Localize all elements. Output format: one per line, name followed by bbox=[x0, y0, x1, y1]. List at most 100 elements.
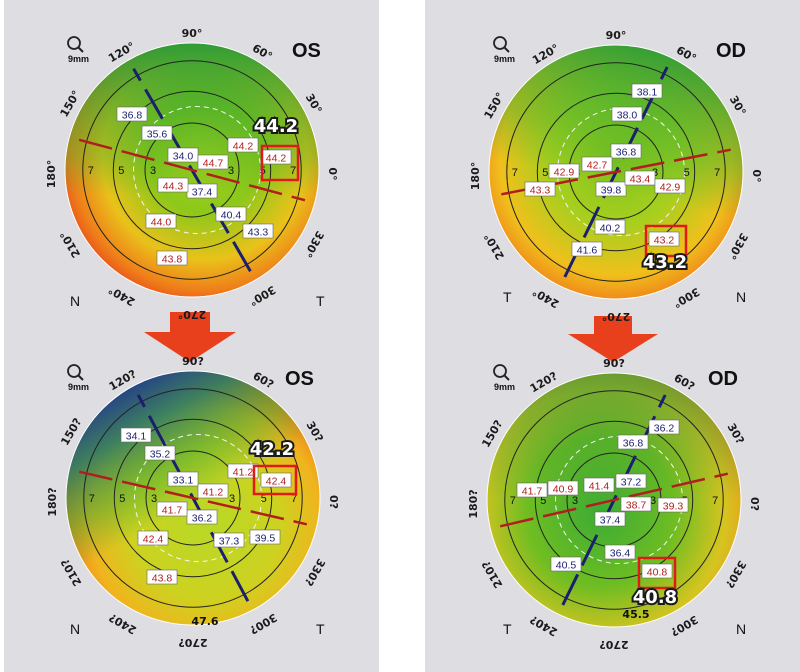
zone-ring-label: 3 bbox=[229, 493, 235, 505]
k-value-box bbox=[631, 83, 663, 99]
steep-k-value: 42.4 bbox=[266, 476, 287, 488]
flat-k-value: 40.4 bbox=[221, 210, 242, 222]
flat-k-value: 39.8 bbox=[601, 185, 622, 197]
eye-label: OD bbox=[716, 40, 746, 62]
k-value-box bbox=[167, 471, 199, 487]
steep-k-value: 44.0 bbox=[151, 217, 172, 229]
k-value-box bbox=[604, 544, 636, 560]
angle-label: 240? bbox=[528, 613, 560, 639]
zone-ring-label: 5 bbox=[542, 167, 548, 179]
zone-ring-label: 7 bbox=[510, 495, 516, 507]
disc-border bbox=[488, 44, 744, 300]
flat-k-value: 38.1 bbox=[637, 87, 658, 99]
flat-k-value: 34.0 bbox=[173, 151, 194, 163]
zone-ring-label: 5 bbox=[540, 495, 546, 507]
flat-k-value: 37.2 bbox=[621, 477, 642, 489]
steep-k-value: 41.7 bbox=[522, 486, 543, 498]
bottom-k-value: 45.5 bbox=[622, 608, 649, 621]
down-arrow-right bbox=[568, 316, 658, 362]
k-value-box bbox=[547, 480, 579, 496]
topography-map-od-after: 35735790?60?30?0?330?300?270?240?210?180… bbox=[467, 357, 761, 651]
steep-k-value: 42.7 bbox=[587, 160, 608, 172]
angle-label: 210? bbox=[479, 558, 505, 590]
disc-border bbox=[64, 42, 320, 298]
zone-ring bbox=[113, 418, 273, 578]
angle-label: 240° bbox=[530, 285, 561, 310]
zoom-icon[interactable] bbox=[67, 364, 84, 381]
k-value-box bbox=[641, 563, 673, 579]
steep-meridian bbox=[501, 148, 731, 196]
steep-k-value: 40.8 bbox=[647, 567, 668, 579]
zone-ring-label: 5 bbox=[261, 493, 267, 505]
zoom-icon[interactable] bbox=[493, 36, 510, 53]
steep-meridian bbox=[499, 472, 729, 528]
angle-label: 330? bbox=[302, 556, 328, 588]
zoom-icon[interactable] bbox=[493, 364, 510, 381]
flat-k-value: 36.8 bbox=[122, 110, 143, 122]
temporal-label: T bbox=[316, 293, 325, 309]
steep-k-value: 42.9 bbox=[660, 182, 681, 194]
zone-ring bbox=[144, 122, 240, 218]
k-value-box bbox=[620, 496, 652, 512]
zone-ring bbox=[534, 420, 694, 580]
k-value-box bbox=[550, 556, 582, 572]
zone-ring-label: 5 bbox=[118, 165, 124, 177]
flat-k-value: 40.5 bbox=[556, 560, 577, 572]
highlight-box bbox=[637, 556, 677, 590]
highlight-value: 42.2 bbox=[250, 439, 294, 460]
eye-label: OD bbox=[708, 368, 738, 390]
angle-label: 270? bbox=[178, 636, 207, 649]
angle-label: 30° bbox=[727, 93, 749, 118]
angle-label: 330° bbox=[301, 229, 326, 260]
flat-k-value: 41.6 bbox=[577, 245, 598, 257]
flat-k-value: 37.4 bbox=[192, 187, 213, 199]
k-value-box bbox=[141, 125, 173, 141]
k-value-box bbox=[624, 170, 656, 186]
steep-k-value: 38.7 bbox=[626, 500, 647, 512]
steep-meridian bbox=[78, 138, 306, 202]
angle-label: 330? bbox=[723, 558, 749, 590]
k-value-box bbox=[648, 231, 680, 247]
zone-ring-label: 7 bbox=[712, 495, 718, 507]
flat-k-value: 35.2 bbox=[150, 449, 171, 461]
k-value-box bbox=[157, 177, 189, 193]
zone-ring-label: 7 bbox=[291, 493, 297, 505]
nasal-label: N bbox=[70, 293, 80, 309]
flat-k-value: 36.2 bbox=[192, 513, 213, 525]
k-value-box bbox=[144, 445, 176, 461]
k-value-box bbox=[524, 181, 556, 197]
angle-label: 30° bbox=[303, 91, 325, 116]
zone-ring-label: 3 bbox=[150, 165, 156, 177]
flat-k-value: 36.8 bbox=[616, 147, 637, 159]
steep-k-value: 43.8 bbox=[152, 573, 173, 585]
k-value-box bbox=[156, 250, 188, 266]
temporal-label: T bbox=[503, 289, 512, 305]
pupil-ring bbox=[134, 434, 262, 562]
steep-k-value: 44.7 bbox=[203, 158, 224, 170]
angle-label: 30? bbox=[304, 419, 326, 444]
angle-label: 180? bbox=[46, 487, 59, 516]
scale-label: 9mm bbox=[494, 382, 515, 392]
zoom-icon[interactable] bbox=[67, 36, 84, 53]
disc-border bbox=[65, 370, 321, 626]
k-value-box bbox=[227, 137, 259, 153]
steep-k-value: 43.3 bbox=[530, 185, 551, 197]
k-value-box bbox=[516, 482, 548, 498]
k-value-box bbox=[215, 206, 247, 222]
k-value-box bbox=[611, 106, 643, 122]
k-value-box bbox=[145, 213, 177, 229]
zone-ring bbox=[506, 62, 726, 282]
highlight-box bbox=[644, 224, 688, 258]
k-value-box bbox=[583, 477, 615, 493]
angle-label: 240? bbox=[107, 611, 139, 637]
highlight-box bbox=[260, 144, 300, 182]
angle-label: 330° bbox=[725, 231, 750, 262]
down-arrow-left bbox=[144, 312, 236, 362]
k-value-box bbox=[249, 529, 281, 545]
zone-ring-label: 3 bbox=[650, 495, 656, 507]
zone-ring bbox=[83, 388, 303, 608]
zone-ring-label: 3 bbox=[228, 165, 234, 177]
angle-label: 0° bbox=[750, 169, 763, 182]
k-value-box bbox=[197, 483, 229, 499]
